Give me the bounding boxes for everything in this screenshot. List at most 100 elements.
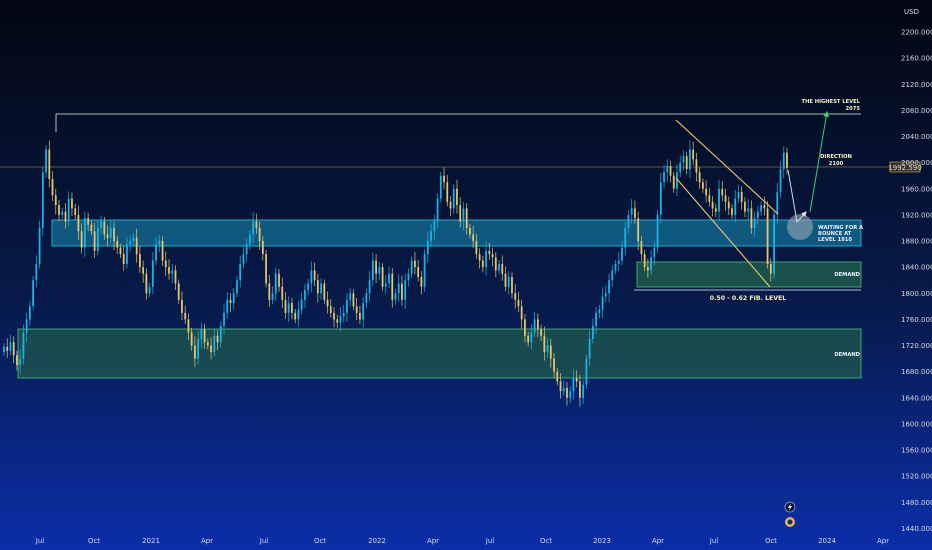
candle-body — [611, 270, 614, 281]
price-tick-label: 1680.000 — [901, 368, 932, 376]
candle-body — [624, 227, 627, 248]
candle-body — [58, 205, 60, 215]
candle-body — [168, 267, 170, 274]
event-icon[interactable] — [785, 517, 795, 527]
demand-label-upper: DEMAND — [834, 272, 860, 278]
candle-body — [64, 211, 67, 222]
candle-body — [255, 221, 258, 228]
candle-body — [520, 306, 523, 320]
candle-body — [145, 273, 148, 294]
candle-body — [310, 270, 313, 284]
candle-body — [449, 201, 452, 209]
candle-body — [71, 198, 73, 209]
time-tick-label: Jul — [259, 537, 269, 545]
time-tick-label: Jul — [709, 537, 719, 545]
candle-body — [339, 316, 342, 323]
candle-body — [433, 221, 436, 232]
price-tick-label: 2000.000 — [901, 159, 932, 167]
demand-zone-lower — [17, 328, 862, 379]
candle-body — [634, 208, 636, 219]
candle-body — [465, 208, 468, 228]
price-tick-label: 1760.000 — [901, 316, 932, 324]
candle-body — [281, 286, 284, 300]
candle-body — [621, 247, 623, 261]
candle-body — [38, 227, 41, 264]
candle-body — [236, 280, 238, 294]
channel-upper-line — [675, 119, 779, 215]
candle-body — [779, 169, 782, 193]
candle-body — [462, 208, 465, 222]
time-tick-label: 2021 — [142, 537, 160, 545]
candle-body — [16, 355, 18, 366]
candle-body — [643, 254, 646, 268]
candle-body — [320, 283, 322, 294]
candle-body — [359, 312, 361, 320]
candle-body — [164, 260, 167, 268]
candle-body — [540, 329, 542, 336]
candle-body — [760, 205, 763, 212]
price-axis[interactable]: 2200.000 2160.000 2120.000 2080.000 2040.000… — [901, 29, 932, 533]
candle-body — [316, 280, 319, 294]
time-tick-label: Jul — [485, 537, 495, 545]
candle-body — [67, 198, 70, 222]
candle-body — [32, 280, 35, 307]
candle-body — [414, 260, 416, 268]
candle-body — [640, 241, 643, 255]
highest-level-value: 2075 — [846, 106, 861, 112]
candle-body — [304, 290, 306, 300]
candle-body — [782, 152, 785, 170]
time-tick-label: Oct — [314, 537, 326, 545]
candle-body — [439, 175, 442, 199]
candle-body — [242, 254, 245, 264]
candle-body — [116, 241, 119, 248]
candle-body — [426, 241, 429, 255]
bounce-circle[interactable] — [787, 214, 813, 240]
time-tick-label: 2024 — [818, 537, 836, 545]
candle-body — [669, 165, 672, 176]
candle-body — [556, 371, 559, 382]
candle-body — [734, 198, 737, 215]
current-price-tag — [889, 161, 921, 173]
candle-body — [96, 227, 99, 251]
candle-body — [727, 201, 730, 209]
candle-body — [22, 332, 25, 359]
candle-body — [685, 156, 688, 170]
candle-body — [604, 293, 607, 297]
candle-body — [481, 260, 484, 268]
candle-body — [753, 218, 756, 228]
candle-body — [77, 214, 80, 232]
candle-body — [307, 283, 310, 291]
candle-body — [598, 309, 601, 313]
candle-body — [113, 227, 115, 242]
candle-body — [614, 263, 617, 271]
candle-body — [329, 306, 332, 313]
candle-body — [608, 280, 610, 294]
current-price-value: 1992.590 — [888, 164, 921, 172]
descending-channel[interactable] — [675, 119, 779, 288]
candle-body — [177, 283, 180, 300]
price-tick-label: 1520.000 — [901, 473, 932, 481]
candle-body — [25, 319, 28, 333]
waiting-label-line3: LEVEL 1910 — [818, 237, 852, 243]
time-tick-label: Apr — [652, 537, 664, 545]
candle-body — [313, 270, 316, 281]
candle-body — [776, 192, 779, 215]
candle-body — [158, 241, 161, 245]
candle-body — [51, 178, 54, 196]
candle-body — [491, 254, 494, 258]
candle-body — [45, 149, 47, 173]
currency-label: USD — [904, 8, 919, 16]
candle-body — [579, 381, 581, 398]
candle-body — [397, 283, 400, 294]
candle-body — [637, 218, 640, 242]
candle-body — [553, 358, 555, 372]
candle-body — [187, 319, 190, 333]
direction-label: DIRECTION — [820, 154, 852, 160]
candle-body — [478, 254, 481, 261]
time-axis[interactable]: Jul Oct 2021 Apr Jul Oct 2022 Apr Jul Oct 2023 Apr J… — [35, 537, 889, 545]
candle-body — [404, 280, 407, 300]
candle-body — [19, 358, 22, 366]
candle-body — [74, 208, 77, 215]
lightning-icon[interactable] — [784, 501, 796, 513]
